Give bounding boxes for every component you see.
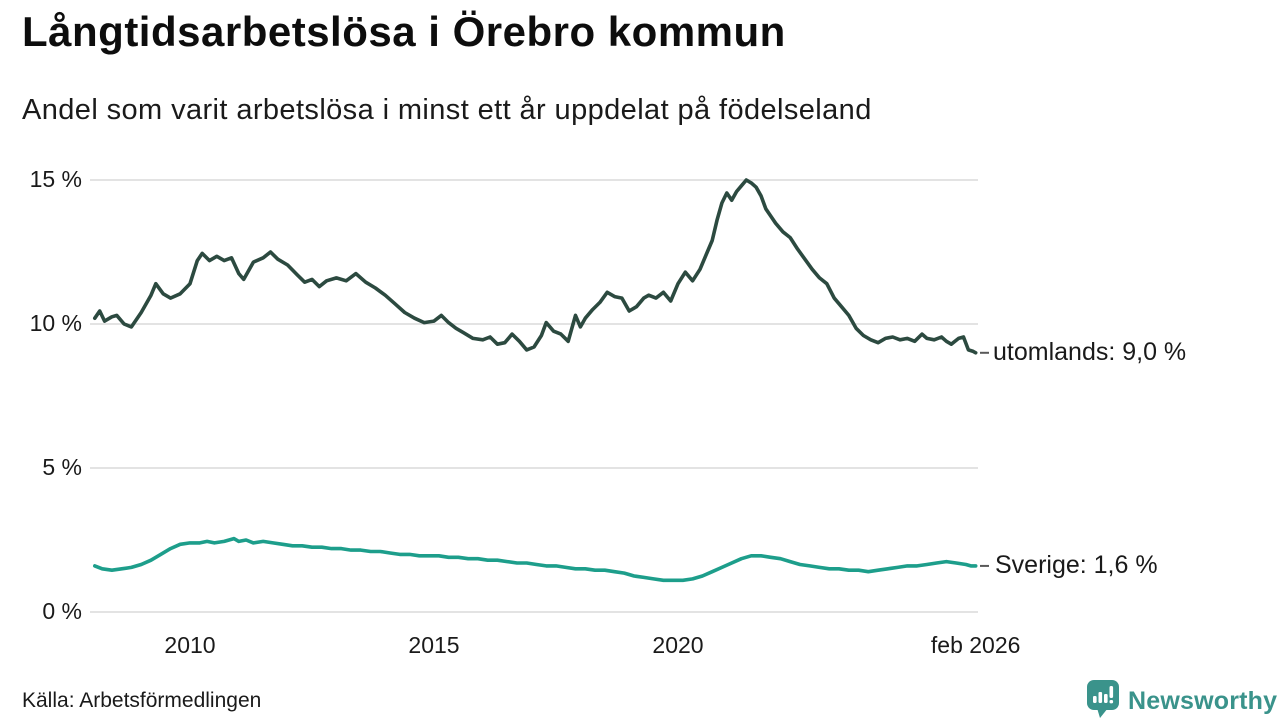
x-tick-label: 2020 <box>652 632 704 658</box>
source-note: Källa: Arbetsförmedlingen <box>22 689 262 712</box>
x-tick-label: feb 2026 <box>930 632 1021 658</box>
series-line-Sverige <box>93 536 978 583</box>
y-tick-label: 10 % <box>29 310 82 336</box>
x-tick-label: 2015 <box>408 632 460 658</box>
x-tick-label: 2010 <box>164 632 216 658</box>
series-line-utomlands <box>93 178 978 355</box>
bar-chart-speech-bubble-icon <box>1087 680 1119 718</box>
y-tick-label: 15 % <box>29 166 82 192</box>
series-label-utomlands: utomlands: 9,0 % <box>993 337 1187 366</box>
y-tick-label: 0 % <box>42 598 82 624</box>
page-subtitle: Andel som varit arbetslösa i minst ett å… <box>22 94 872 126</box>
newsworthy-logo: Newsworthy <box>1086 679 1277 719</box>
series-label-sverige: Sverige: 1,6 % <box>995 550 1158 579</box>
newsworthy-wordmark: Newsworthy <box>1128 687 1278 715</box>
page-title: Långtidsarbetslösa i Örebro kommun <box>22 8 786 55</box>
y-tick-label: 5 % <box>42 454 82 480</box>
